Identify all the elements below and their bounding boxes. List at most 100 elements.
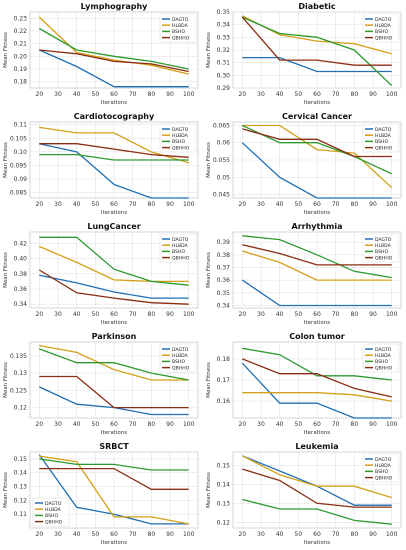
x-tick-label: 30	[54, 311, 62, 318]
x-axis-label: Iterations	[101, 100, 127, 106]
legend-label: QBHHO	[45, 519, 63, 525]
x-tick-label: 70	[129, 201, 137, 208]
series-line-bsho	[242, 16, 393, 86]
chart-title: Cervical Cancer	[282, 112, 352, 121]
series-line-hlbda	[242, 392, 392, 402]
series-line-qbhho	[242, 128, 392, 158]
series-line-qbhho	[242, 358, 392, 398]
x-tick-label: 30	[257, 201, 265, 208]
x-tick-label: 70	[129, 311, 137, 318]
y-axis-label: Mean Fitness	[206, 32, 212, 68]
x-tick-label: 90	[166, 531, 174, 538]
series-line-hlbda	[39, 455, 189, 525]
y-tick-label: 0.30	[217, 72, 231, 79]
legend-label: QBHHO	[172, 255, 190, 261]
x-tick-label: 70	[332, 531, 340, 538]
x-tick-label: 70	[332, 91, 340, 98]
series-line-qbhho	[39, 143, 189, 158]
x-tick-label: 80	[148, 311, 156, 318]
y-tick-label: 0.33	[217, 34, 231, 41]
series-line-qbhho	[242, 244, 392, 266]
series-line-dagto	[241, 362, 392, 419]
x-tick-label: 50	[295, 91, 303, 98]
legend-label: QBHHO	[172, 145, 190, 151]
line-chart-cervical-cancer: 0.045 0.05 0.055 0.06 0.065 20 30 40 50 60 70 80 90 1…	[206, 112, 402, 216]
x-tick-label: 50	[295, 421, 303, 428]
x-axis-label: Iterations	[304, 100, 330, 106]
line-chart-arrhythmia: 0.34 0.35 0.36 0.37 0.38 0.39 20 30 40 50 60 70 80 90…	[206, 222, 402, 326]
x-tick-label: 90	[166, 201, 174, 208]
y-tick-label: 0.20	[14, 53, 28, 60]
line-chart-parkinson: 0.12 0.125 0.13 0.135 20 30 40 50 60 70 80 90 100 Par…	[3, 332, 199, 436]
chart-title: LungCancer	[87, 222, 140, 231]
y-tick-label: 0.13	[217, 500, 231, 507]
y-tick-label: 0.09	[14, 176, 28, 183]
legend-label: DAGTO	[172, 347, 189, 353]
x-tick-label: 40	[73, 311, 81, 318]
x-tick-label: 100	[386, 311, 398, 318]
legend-label: QBHHO	[172, 365, 190, 371]
x-tick-label: 20	[239, 531, 247, 538]
chart-title: Cardiotocography	[74, 112, 155, 121]
x-axis-label: Iterations	[101, 430, 127, 436]
legend-label: DAGTO	[172, 237, 189, 243]
y-tick-label: 0.38	[217, 252, 231, 259]
x-tick-label: 50	[92, 531, 100, 538]
series-line-bsho	[242, 124, 392, 175]
y-tick-label: 0.42	[14, 240, 28, 247]
line-chart-diabetic: 0.29 0.30 0.31 0.32 0.33 0.34 0.35 20 30 40 50 60 70…	[206, 2, 402, 106]
y-axis-label: Mean Fitness	[3, 142, 9, 178]
legend-label: DAGTO	[375, 127, 392, 133]
y-tick-label: 0.18	[14, 79, 28, 86]
series-line-dagto	[241, 279, 392, 307]
y-tick-label: 0.32	[217, 47, 231, 54]
y-tick-label: 0.37	[217, 264, 231, 271]
line-chart-colon-tumor: 0.16 0.17 0.18 20 30 40 50 60 70 80 90 100 Colon tum…	[206, 332, 402, 436]
chart-title: SRBCT	[99, 442, 129, 451]
y-tick-label: 0.34	[217, 22, 231, 29]
x-tick-label: 30	[257, 421, 265, 428]
y-tick-label: 0.29	[217, 85, 231, 92]
x-axis-label: Iterations	[304, 540, 330, 546]
y-axis-label: Mean Fitness	[3, 32, 9, 68]
legend-label: DAGTO	[172, 127, 189, 133]
x-tick-label: 90	[369, 91, 377, 98]
series-line-hlbda	[242, 124, 393, 189]
series-line-dagto	[241, 142, 392, 199]
x-tick-label: 70	[129, 91, 137, 98]
legend-label: BSHO	[375, 249, 388, 255]
legend-label: BSHO	[375, 359, 388, 365]
y-tick-label: 0.34	[14, 301, 28, 308]
legend-label: QBHHO	[172, 35, 190, 41]
legend-label: BSHO	[172, 359, 185, 365]
x-tick-label: 50	[92, 311, 100, 318]
x-tick-label: 30	[257, 311, 265, 318]
x-tick-label: 80	[148, 421, 156, 428]
x-tick-label: 60	[313, 421, 321, 428]
y-tick-label: 0.095	[10, 162, 27, 169]
legend-label: DAGTO	[45, 501, 62, 507]
x-tick-label: 100	[183, 201, 195, 208]
x-tick-label: 90	[369, 421, 377, 428]
series-line-dagto	[242, 56, 392, 73]
y-tick-label: 0.12	[217, 519, 231, 526]
y-tick-label: 0.14	[14, 470, 28, 477]
series-line-bsho	[38, 27, 189, 70]
y-tick-label: 0.105	[10, 135, 27, 142]
legend-label: BSHO	[172, 249, 185, 255]
x-tick-label: 30	[257, 91, 265, 98]
x-tick-label: 20	[36, 311, 44, 318]
y-tick-label: 0.055	[213, 157, 230, 164]
x-tick-label: 70	[129, 421, 137, 428]
series-line-bsho	[242, 235, 392, 279]
y-tick-label: 0.15	[217, 462, 231, 469]
y-tick-label: 0.16	[217, 398, 231, 405]
x-axis-label: Iterations	[101, 540, 127, 546]
